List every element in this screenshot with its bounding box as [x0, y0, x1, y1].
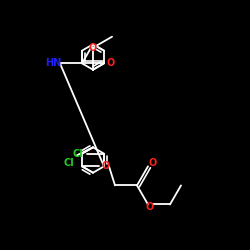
Text: Cl: Cl [64, 158, 74, 168]
Text: O: O [149, 158, 157, 168]
Text: O: O [89, 43, 97, 53]
Text: O: O [146, 202, 154, 212]
Text: O: O [102, 161, 110, 171]
Text: HN: HN [45, 58, 61, 68]
Text: Cl: Cl [72, 149, 84, 159]
Text: O: O [107, 58, 115, 68]
